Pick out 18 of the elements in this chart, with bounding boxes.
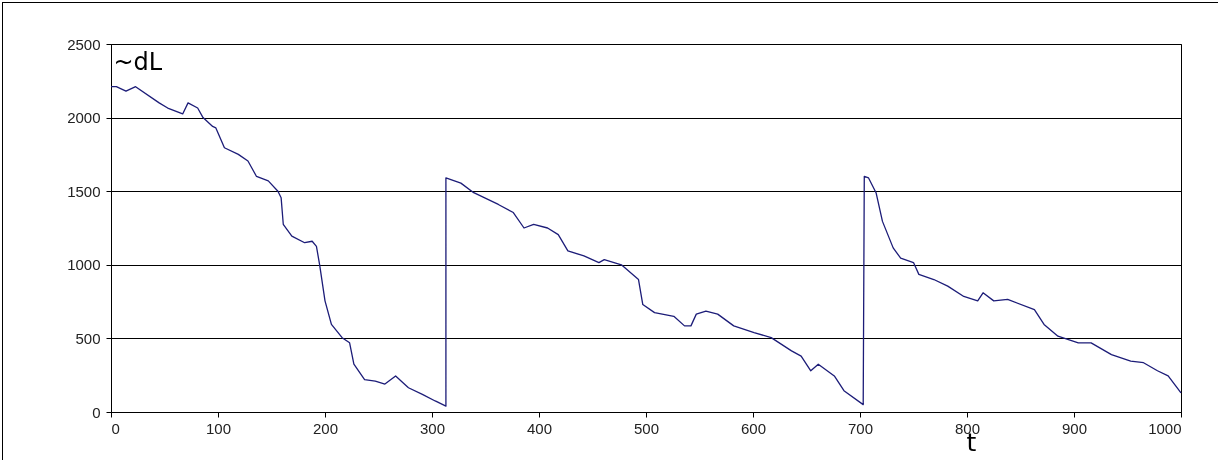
y-tick-label: 0 xyxy=(92,403,101,421)
y-tick-label: 2500 xyxy=(67,35,101,53)
y-tick-label: 1000 xyxy=(67,256,101,274)
line-series xyxy=(110,86,1182,407)
x-tick-label: 400 xyxy=(526,419,553,437)
y-tick-label: 2000 xyxy=(67,109,101,127)
x-tick-label: 300 xyxy=(419,419,446,437)
x-tick-label: 600 xyxy=(740,419,767,437)
x-tick-label: 100 xyxy=(205,419,232,437)
x-tick-label: 500 xyxy=(633,419,660,437)
y-tick-label: 500 xyxy=(75,329,101,347)
x-tick-label: 200 xyxy=(312,419,339,437)
x-tick-label: 700 xyxy=(847,419,874,437)
x-tick-label: 900 xyxy=(1061,419,1088,437)
y-tick-label: 1500 xyxy=(67,182,101,200)
x-tick-label: 0 xyxy=(111,419,120,437)
y-axis-title: ~dL xyxy=(113,47,163,76)
x-tick-label: 1000 xyxy=(1148,419,1182,437)
